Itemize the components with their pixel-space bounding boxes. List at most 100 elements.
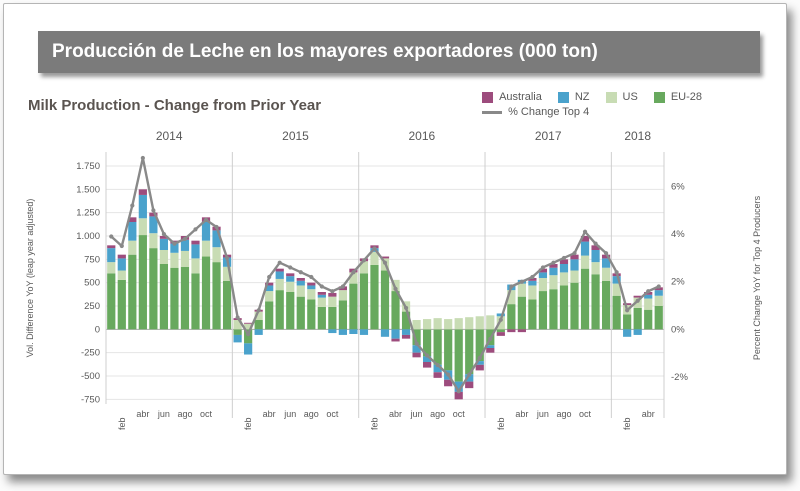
bar-segment-EU-28	[654, 306, 663, 330]
bar-segment-NZ	[570, 259, 579, 271]
right-axis-title: Percent Change YoY for Top 4 Producers	[752, 195, 762, 360]
legend-swatch-nz-icon	[557, 91, 569, 103]
bar-segment-Australia	[159, 236, 169, 239]
right-tick-label: 0%	[671, 324, 685, 335]
line-marker	[203, 217, 209, 222]
legend-series-row: Australia NZ US EU-28	[482, 91, 702, 103]
line-marker	[288, 265, 293, 270]
bar-segment-US	[549, 275, 558, 290]
bar-segment-Australia	[454, 391, 463, 400]
bar-segment-EU-28	[128, 254, 137, 330]
bar-segment-EU-28	[370, 264, 379, 330]
month-tick-label: abr	[389, 409, 402, 419]
legend-label-eu28: EU-28	[670, 91, 702, 103]
bar-segment-NZ	[486, 345, 495, 348]
line-marker	[488, 336, 493, 341]
bar-segment-NZ	[423, 356, 432, 362]
line-marker	[393, 286, 398, 291]
line-marker	[572, 251, 577, 256]
bar-segment-Australia	[507, 329, 516, 333]
bar-segment-Australia	[475, 364, 484, 371]
bar-segment-NZ	[612, 276, 621, 284]
bar-segment-US	[317, 297, 326, 307]
bar-segment-Australia	[538, 268, 548, 273]
line-marker	[277, 260, 282, 265]
left-tick-label: -250	[81, 348, 100, 359]
year-label: 2014	[156, 129, 183, 143]
bar-segment-US	[191, 258, 200, 274]
bar-segment-US	[612, 283, 621, 296]
month-tick-label: abr	[136, 409, 149, 419]
bar-segment-US	[212, 247, 221, 263]
bar-segment-EU-28	[222, 280, 232, 330]
bar-segment-NZ	[528, 280, 537, 286]
bar-segment-US	[517, 283, 526, 297]
bar-segment-US	[265, 291, 274, 302]
bar-segment-US	[644, 298, 653, 310]
bar-segment-EU-28	[286, 292, 295, 330]
chart-container: Milk Production - Change from Prior Year…	[20, 89, 772, 439]
line-marker	[330, 289, 335, 294]
month-tick-label: jun	[410, 409, 423, 419]
bar-segment-EU-28	[580, 268, 590, 330]
legend-line-icon	[482, 110, 503, 114]
bar-segment-Australia	[317, 292, 326, 295]
bar-segment-EU-28	[296, 296, 305, 330]
legend-item-us: US	[605, 91, 638, 103]
month-tick-label: jun	[283, 409, 296, 419]
left-tick-label: 750	[84, 254, 100, 265]
bar-segment-EU-28	[528, 299, 537, 330]
bar-segment-NZ	[107, 248, 116, 263]
bar-segment-US	[170, 252, 179, 268]
bar-segment-US	[222, 266, 232, 281]
bar-segment-US	[307, 289, 316, 300]
line-marker	[182, 236, 188, 241]
year-label: 2015	[282, 129, 309, 143]
bar-segment-EU-28	[317, 306, 326, 330]
line-marker	[340, 284, 345, 289]
left-tick-label: 1.000	[76, 231, 100, 242]
bar-segment-US	[654, 295, 663, 306]
line-marker	[214, 224, 219, 230]
bar-segment-NZ	[265, 285, 274, 292]
bar-segment-NZ	[401, 329, 411, 335]
bar-segment-NZ	[475, 361, 484, 365]
bar-segment-EU-28	[170, 267, 179, 330]
legend-swatch-us-icon	[605, 91, 617, 103]
bar-segment-US	[107, 262, 116, 274]
line-marker	[561, 255, 567, 261]
bar-segment-NZ	[233, 334, 242, 343]
bar-segment-Australia	[465, 381, 474, 389]
line-marker	[140, 155, 145, 161]
line-marker	[646, 289, 651, 294]
legend-label-pct-change-top4: % Change Top 4	[508, 106, 590, 118]
bar-segment-NZ	[654, 290, 663, 296]
bar-segment-Australia	[644, 292, 653, 295]
bar-segment-NZ	[591, 250, 600, 263]
bar-segment-NZ	[138, 194, 147, 219]
bar-segment-Australia	[423, 362, 432, 368]
legend-label-australia: Australia	[499, 91, 542, 103]
bar-segment-US	[423, 319, 432, 330]
left-axis-labels: 1.750 1.500 1.250 1.000 750 500 250 0 -250 -500 -7…	[76, 161, 100, 405]
legend-label-us: US	[622, 91, 638, 103]
bar-segment-US	[601, 267, 611, 281]
line-marker	[109, 234, 114, 239]
bar-segment-NZ	[317, 294, 326, 298]
bar-segment-NZ	[180, 239, 190, 251]
legend-item-australia: Australia	[482, 91, 542, 103]
bar-segment-EU-28	[338, 300, 347, 330]
bar-segment-Australia	[486, 348, 495, 353]
bar-segment-Australia	[244, 322, 253, 324]
bar-segment-Australia	[380, 256, 390, 259]
bar-segment-EU-28	[475, 329, 484, 362]
bar-segment-NZ	[559, 264, 569, 273]
bar-segment-NZ	[149, 216, 158, 234]
bar-segment-EU-28	[107, 273, 116, 330]
line-marker	[635, 298, 640, 303]
bar-segment-EU-28	[138, 235, 147, 330]
page-title: Producción de Leche en los mayores expor…	[38, 31, 760, 73]
bar-segment-NZ	[170, 243, 179, 253]
line-marker	[656, 284, 661, 289]
bar-segment-EU-28	[612, 295, 621, 330]
